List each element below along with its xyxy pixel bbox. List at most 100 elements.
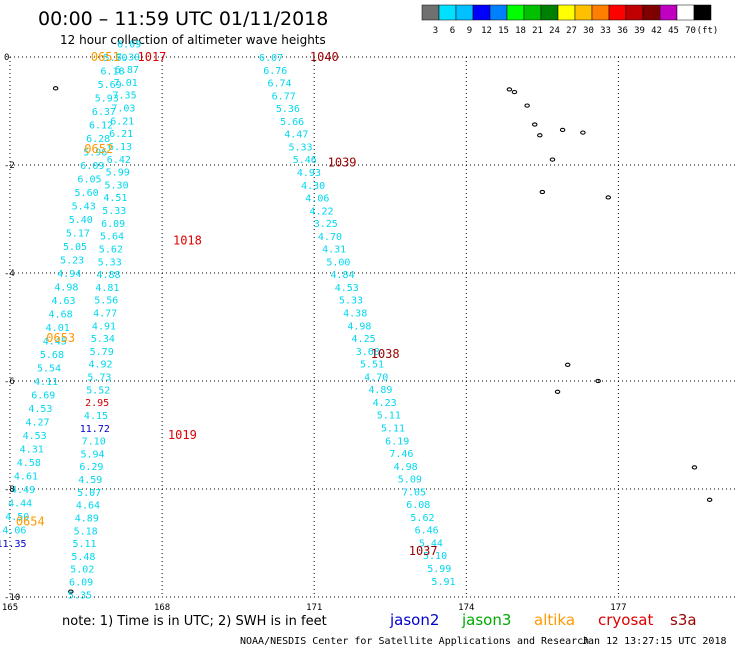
- wave-height-value: 4.59: [78, 475, 102, 486]
- wave-height-value: 5.73: [87, 373, 111, 384]
- color-scale-swatch: [642, 4, 661, 21]
- pass-time-label: 0654: [16, 514, 45, 528]
- color-scale-label: 27: [566, 26, 577, 36]
- wave-height-value: 4.11: [34, 377, 58, 388]
- wave-height-value: 5.33: [102, 206, 126, 217]
- longitude-tick-label: 171: [306, 603, 322, 613]
- wave-height-value: 5.44: [419, 538, 443, 549]
- wave-height-value: 4.38: [343, 309, 367, 320]
- island-outline: [52, 86, 59, 91]
- wave-height-value: 7.01: [114, 78, 138, 89]
- wave-height-value: 5.11: [381, 423, 405, 434]
- island-outline: [506, 87, 513, 92]
- island-outline: [559, 127, 566, 133]
- wave-height-value: 5.66: [280, 117, 304, 128]
- lat-lon-grid: [9, 56, 735, 598]
- wave-height-value: 6.21: [110, 116, 134, 127]
- wave-height-value: 5.99: [427, 564, 451, 575]
- wave-height-value: 5.17: [66, 229, 90, 240]
- wave-height-value: 4.01: [46, 323, 70, 334]
- wave-height-value: 7.05: [402, 487, 426, 498]
- pass-time-label: 0651: [91, 50, 120, 64]
- wave-height-value: 5.33: [98, 257, 122, 268]
- wave-height-value: 5.11: [377, 411, 401, 422]
- wave-height-value: 4.31: [322, 245, 346, 256]
- wave-height-value: 5.64: [100, 232, 124, 243]
- wave-height-value: 3.25: [314, 219, 338, 230]
- wave-height-value: 5.11: [72, 539, 96, 550]
- satellite-legend-jason3: jason3: [461, 611, 511, 629]
- wave-height-value: 4.49: [11, 485, 35, 496]
- pass-time-label: 1019: [168, 428, 197, 442]
- wave-height-value: 5.96: [83, 148, 107, 159]
- latitude-tick-label: -4: [4, 269, 15, 279]
- wave-height-value: 5.36: [276, 104, 300, 115]
- wave-height-value: 6.21: [109, 129, 133, 140]
- color-scale-label: 36: [617, 26, 628, 36]
- wave-height-value: 4.94: [57, 269, 81, 280]
- wave-height-value: 7.03: [111, 104, 135, 115]
- color-scale-swatch: [489, 4, 508, 21]
- color-scale-label: 12: [481, 26, 492, 36]
- color-scale-swatch: [625, 4, 644, 21]
- wave-height-value: 4.64: [76, 501, 100, 512]
- island-outline: [539, 189, 546, 195]
- wave-height-value: 4.06: [2, 526, 26, 537]
- wave-height-color-scale: 3 6 9 12 15 18 21 24 27 30 33 36 39 42 45 70 (ft): [421, 4, 719, 36]
- legend-note: note: 1) Time is in UTC; 2) SWH is in fe…: [62, 614, 327, 629]
- wave-height-value: 5.30: [105, 180, 129, 191]
- footer-credit: NOAA/NESDIS Center for Satellite Applica…: [240, 636, 589, 647]
- satellite-legend-altika: altika: [534, 611, 575, 629]
- color-scale-label: 3: [433, 26, 438, 36]
- longitude-tick-label: 177: [610, 603, 626, 613]
- wave-height-value: 4.92: [89, 360, 113, 371]
- color-scale-swatch: [693, 4, 712, 21]
- latitude-tick-label: 0: [4, 53, 9, 63]
- longitude-tick-label: 165: [2, 603, 18, 613]
- wave-height-value: 5.40: [69, 215, 93, 226]
- wave-height-value: 5.79: [90, 347, 114, 358]
- pass-time-label: 1038: [371, 347, 400, 361]
- wave-height-value: 5.54: [37, 364, 61, 375]
- wave-height-value: 5.34: [91, 334, 115, 345]
- wave-height-value: 4.15: [84, 411, 108, 422]
- wave-height-value: 5.52: [86, 385, 110, 396]
- island-outline: [554, 389, 561, 394]
- wave-height-value: 4.45: [43, 337, 67, 348]
- color-scale-label: 18: [515, 26, 526, 36]
- color-scale-swatch: [676, 4, 695, 21]
- wave-height-value: 5.69: [98, 80, 122, 91]
- wave-height-value: 4.81: [95, 283, 119, 294]
- wave-height-value: 11.35: [0, 539, 27, 550]
- wave-height-value: 6.74: [267, 79, 291, 90]
- wave-height-value: 5.07: [77, 488, 101, 499]
- color-scale-label: 70: [685, 26, 696, 36]
- wave-height-value: 4.98: [394, 462, 418, 473]
- color-scale-swatch: [472, 4, 491, 21]
- wave-height-value: 4.89: [368, 385, 392, 396]
- color-scale-swatch: [608, 4, 627, 21]
- wave-height-value: 4.53: [28, 404, 52, 415]
- satellite-legend-jason2: jason2: [389, 611, 439, 629]
- color-scale-swatch: [574, 4, 593, 21]
- wave-height-value: 4.93: [297, 168, 321, 179]
- pass-time-label: 1018: [173, 234, 202, 248]
- color-scale-label: 45: [668, 26, 679, 36]
- island-outline: [531, 122, 538, 127]
- color-scale-swatch: [659, 4, 678, 21]
- wave-height-value: 4.51: [103, 193, 127, 204]
- wave-height-value: 7.30: [116, 52, 140, 63]
- wave-height-value: 7.46: [389, 449, 413, 460]
- wave-height-value: 6.08: [406, 500, 430, 511]
- island-outline: [564, 362, 571, 367]
- wave-height-value: 6.29: [79, 462, 103, 473]
- wave-height-value: 6.42: [107, 155, 131, 166]
- wave-height-value: 6.09: [117, 40, 141, 51]
- color-scale-label: (ft): [697, 26, 719, 36]
- wave-height-value: 5.09: [398, 475, 422, 486]
- wave-height-value: 4.70: [318, 232, 342, 243]
- island-outline: [691, 465, 698, 470]
- wave-height-value: 5.00: [326, 257, 350, 268]
